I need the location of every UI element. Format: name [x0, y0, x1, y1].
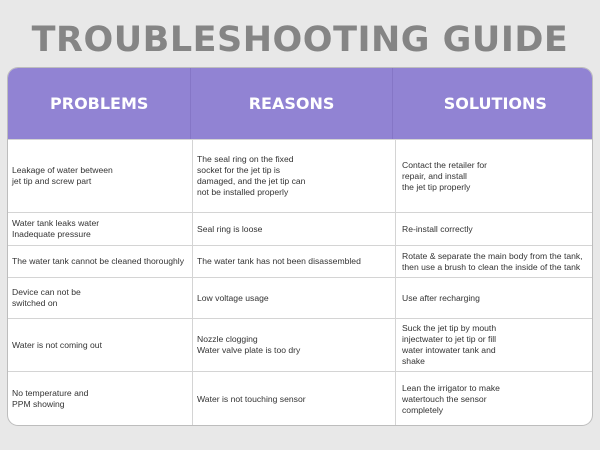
solution-cell: Lean the irrigator to make watertouch th… — [402, 382, 500, 415]
solution-cell: Rotate & separate the main body from the… — [402, 250, 583, 272]
problem-cell: The water tank cannot be cleaned thoroug… — [8, 246, 193, 277]
problem-cell: Leakage of water between jet tip and scr… — [8, 140, 193, 212]
problem-cell: Water tank leaks water Inadequate pressu… — [8, 213, 193, 245]
table-row: The water tank cannot be cleaned thoroug… — [8, 245, 592, 277]
reason-cell: Water is not touching sensor — [193, 372, 396, 425]
solution-cell: Re-install correctly — [402, 223, 473, 234]
reason-cell: The seal ring on the fixed socket for th… — [193, 140, 396, 212]
header-problems: PROBLEMS — [8, 68, 192, 139]
solution-cell: Suck the jet tip by mouth injectwater to… — [402, 323, 497, 366]
problem-cell: Water is not coming out — [8, 319, 193, 371]
troubleshooting-table: PROBLEMS REASONS SOLUTIONS Leakage of wa… — [8, 68, 592, 425]
table-row: Leakage of water between jet tip and scr… — [8, 139, 592, 212]
table-header: PROBLEMS REASONS SOLUTIONS — [8, 68, 592, 139]
solution-cell: Use after recharging — [402, 292, 480, 303]
page-title: TROUBLESHOOTING GUIDE — [31, 20, 569, 60]
table-row: No temperature and PPM showing Water is … — [8, 371, 592, 425]
table-row: Water is not coming out Nozzle clogging … — [8, 318, 592, 371]
problem-cell: No temperature and PPM showing — [8, 372, 193, 425]
reason-cell: Nozzle clogging Water valve plate is too… — [193, 319, 396, 371]
reason-cell: The water tank has not been disassembled — [193, 246, 396, 277]
header-solutions: SOLUTIONS — [443, 94, 547, 113]
solution-cell: Contact the retailer for repair, and ins… — [402, 159, 488, 192]
table-row: Device can not be switched on Low voltag… — [8, 277, 592, 318]
reason-cell: Low voltage usage — [193, 278, 396, 318]
reason-cell: Seal ring is loose — [193, 213, 396, 245]
table-row: Water tank leaks water Inadequate pressu… — [8, 212, 592, 245]
header-reasons: REASONS — [191, 68, 393, 139]
problem-cell: Device can not be switched on — [8, 278, 193, 318]
